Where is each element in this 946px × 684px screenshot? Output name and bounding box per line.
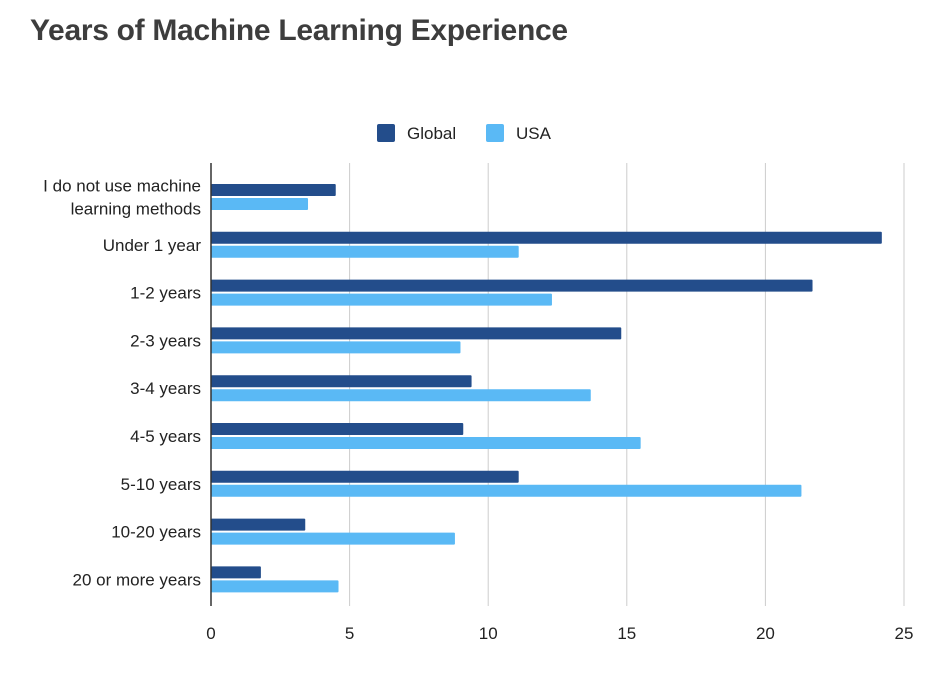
bar-usa <box>211 245 519 258</box>
bar-usa <box>211 293 552 306</box>
category-label: 1-2 years <box>130 284 201 303</box>
legend-label-usa: USA <box>516 124 552 143</box>
legend-label-global: Global <box>407 124 456 143</box>
bar-usa <box>211 532 455 545</box>
bar-usa <box>211 484 802 497</box>
bar-global <box>211 231 882 244</box>
bar-global <box>211 566 261 579</box>
bar-usa <box>211 389 591 402</box>
category-label: I do not use machine <box>43 177 201 196</box>
bar-global <box>211 518 306 531</box>
x-tick-label: 15 <box>617 624 636 643</box>
bar-global <box>211 184 336 196</box>
x-tick-label: 10 <box>479 624 498 643</box>
category-label: 3-4 years <box>130 379 201 398</box>
category-label: Under 1 year <box>103 236 202 255</box>
category-label: learning methods <box>71 200 201 219</box>
chart-title: Years of Machine Learning Experience <box>30 14 568 47</box>
category-label: 2-3 years <box>130 331 201 350</box>
bar-usa <box>211 437 641 449</box>
x-tick-label: 0 <box>206 624 215 643</box>
x-tick-label: 25 <box>895 624 914 643</box>
bar-global <box>211 423 464 435</box>
bar-usa <box>211 198 309 210</box>
category-label: 5-10 years <box>121 475 201 494</box>
bar-global <box>211 470 519 483</box>
legend-swatch-global <box>377 124 395 142</box>
bar-global <box>211 375 472 388</box>
bar-usa <box>211 341 461 354</box>
bar-global <box>211 279 813 292</box>
bar-usa <box>211 580 339 593</box>
x-tick-label: 5 <box>345 624 354 643</box>
bar-global <box>211 327 622 340</box>
legend-swatch-usa <box>486 124 504 142</box>
category-label: 4-5 years <box>130 427 201 446</box>
x-tick-label: 20 <box>756 624 775 643</box>
category-label: 10-20 years <box>111 523 201 542</box>
category-label: 20 or more years <box>73 570 202 589</box>
